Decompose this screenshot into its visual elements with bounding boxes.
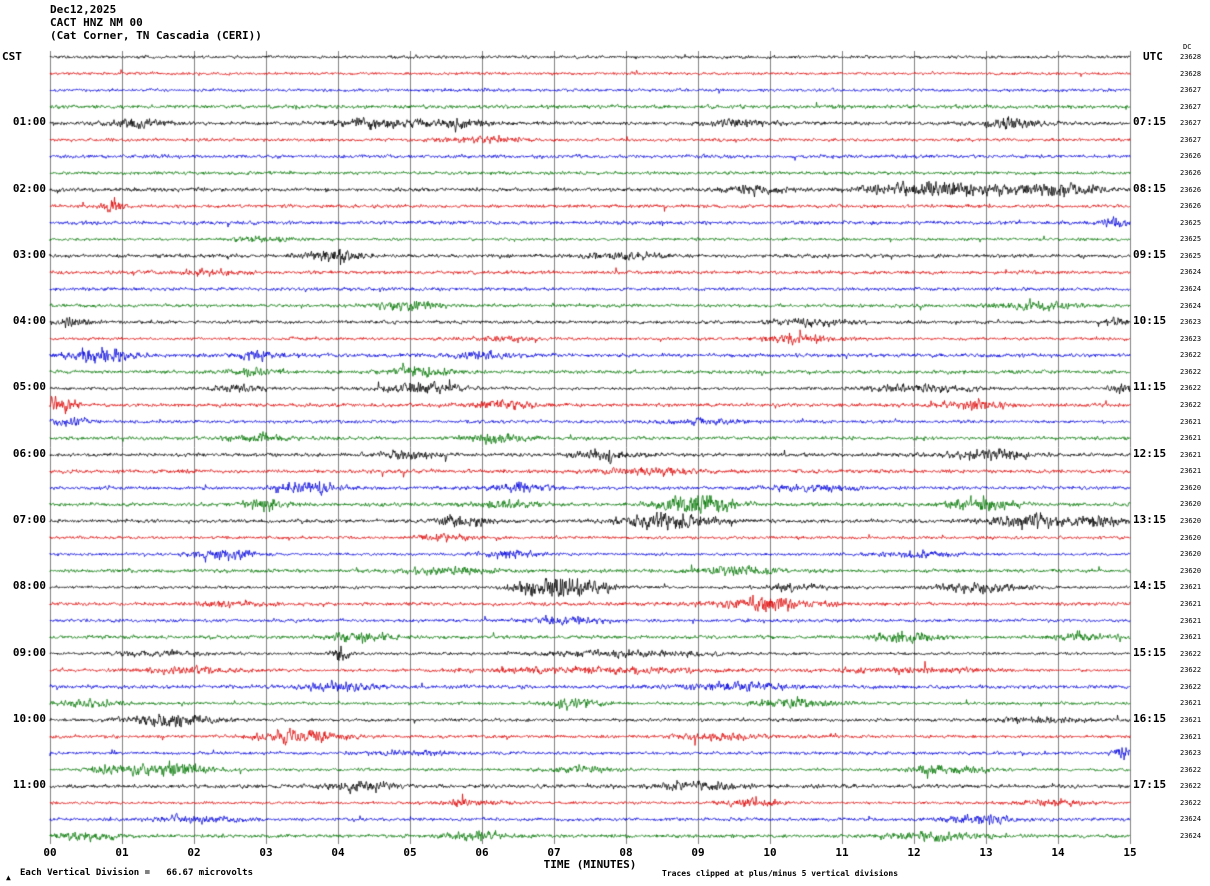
header-date: Dec12,2025 — [50, 3, 117, 16]
left-time-label: 04:00 — [12, 314, 46, 328]
dc-value: 23621 — [1180, 699, 1202, 708]
x-tick-label: 01 — [115, 846, 129, 859]
dc-value: 23626 — [1180, 169, 1202, 178]
x-tick-label: 10 — [763, 846, 777, 859]
dc-value: 23621 — [1180, 599, 1202, 608]
header-station: CACT HNZ NM 00 — [50, 16, 143, 29]
scale-note: Each Vertical Division = 66.67 microvolt… — [20, 868, 253, 878]
right-time-label: 14:15 — [1133, 579, 1167, 593]
left-time-label: 02:00 — [12, 181, 46, 195]
left-time-label: 11:00 — [12, 778, 46, 792]
left-time-label: 03:00 — [12, 247, 46, 261]
dc-value: 23621 — [1180, 583, 1202, 592]
x-axis-title: TIME (MINUTES) — [543, 858, 637, 871]
dc-value: 23627 — [1180, 86, 1202, 95]
dc-value: 23623 — [1180, 749, 1202, 758]
x-tick-label: 11 — [835, 846, 849, 859]
dc-value: 23620 — [1180, 517, 1202, 526]
x-tick-label: 00 — [43, 846, 57, 859]
dc-value: 23624 — [1180, 285, 1202, 294]
left-time-label: 05:00 — [12, 380, 46, 394]
dc-value: 23621 — [1180, 715, 1202, 724]
x-tick-label: 08 — [619, 846, 633, 859]
corner-mark: ▲ — [6, 873, 11, 882]
x-tick-label: 09 — [691, 846, 705, 859]
dc-value: 23628 — [1180, 69, 1202, 78]
dc-value: 23626 — [1180, 185, 1202, 194]
dc-value: 23623 — [1180, 334, 1202, 343]
dc-value: 23622 — [1180, 401, 1202, 410]
dc-value: 23621 — [1180, 616, 1202, 625]
left-time-label: 01:00 — [12, 115, 46, 129]
right-time-label: 13:15 — [1133, 513, 1167, 527]
x-tick-label: 02 — [187, 846, 201, 859]
dc-value: 23622 — [1180, 765, 1202, 774]
dc-value: 23622 — [1180, 798, 1202, 807]
dc-value: 23622 — [1180, 384, 1202, 393]
dc-value: 23627 — [1180, 119, 1202, 128]
dc-value: 23622 — [1180, 649, 1202, 658]
dc-value: 23622 — [1180, 782, 1202, 791]
right-time-label: 11:15 — [1133, 380, 1167, 394]
dc-value: 23625 — [1180, 218, 1202, 227]
dc-value: 23624 — [1180, 268, 1202, 277]
dc-value: 23628 — [1180, 53, 1202, 61]
right-time-label: 08:15 — [1133, 181, 1167, 195]
dc-value: 23620 — [1180, 500, 1202, 509]
dc-value: 23626 — [1180, 202, 1202, 211]
right-time-label: 10:15 — [1133, 314, 1167, 328]
right-time-label: 15:15 — [1133, 645, 1167, 659]
dc-value: 23623 — [1180, 318, 1202, 327]
right-time-label: 16:15 — [1133, 711, 1167, 725]
right-time-label: 17:15 — [1133, 778, 1167, 792]
dc-value: 23621 — [1180, 732, 1202, 741]
dc-value: 23620 — [1180, 533, 1202, 542]
right-axis-header: UTC — [1143, 50, 1163, 63]
x-tick-label: 05 — [403, 846, 417, 859]
left-time-label: 09:00 — [12, 645, 46, 659]
header-location: (Cat Corner, TN Cascadia (CERI)) — [50, 29, 262, 42]
right-time-label: 12:15 — [1133, 446, 1167, 460]
dc-value: 23627 — [1180, 102, 1202, 111]
dc-value: 23621 — [1180, 467, 1202, 476]
left-time-label: 10:00 — [12, 711, 46, 725]
dc-value: 23625 — [1180, 251, 1202, 260]
x-tick-label: 06 — [475, 846, 489, 859]
left-time-label: 07:00 — [12, 513, 46, 527]
x-tick-label: 03 — [259, 846, 273, 859]
dc-value: 23622 — [1180, 367, 1202, 376]
left-time-label: 08:00 — [12, 579, 46, 593]
left-axis-header: CST — [2, 50, 22, 63]
dc-value: 23621 — [1180, 450, 1202, 459]
dc-value: 23620 — [1180, 550, 1202, 559]
x-tick-label: 04 — [331, 846, 345, 859]
x-tick-label: 07 — [547, 846, 561, 859]
right-time-label: 09:15 — [1133, 247, 1167, 261]
dc-value: 23621 — [1180, 434, 1202, 443]
right-time-label: 07:15 — [1133, 115, 1167, 129]
dc-value: 23620 — [1180, 566, 1202, 575]
dc-value: 23622 — [1180, 682, 1202, 691]
dc-column-header: DC — [1183, 43, 1192, 51]
dc-value: 23624 — [1180, 831, 1202, 840]
dc-value: 23621 — [1180, 633, 1202, 642]
clip-note: Traces clipped at plus/minus 5 vertical … — [662, 869, 899, 878]
dc-value: 23626 — [1180, 152, 1202, 161]
x-tick-label: 12 — [907, 846, 921, 859]
dc-value: 23627 — [1180, 135, 1202, 144]
x-tick-label: 14 — [1051, 846, 1065, 859]
dc-value: 23624 — [1180, 815, 1202, 824]
dc-value: 23620 — [1180, 483, 1202, 492]
x-tick-label: 13 — [979, 846, 993, 859]
dc-value: 23621 — [1180, 417, 1202, 426]
dc-value: 23622 — [1180, 666, 1202, 675]
dc-value: 23622 — [1180, 351, 1202, 360]
left-time-label: 06:00 — [12, 446, 46, 460]
x-tick-label: 15 — [1123, 846, 1137, 859]
dc-value: 23625 — [1180, 235, 1202, 244]
dc-value: 23624 — [1180, 301, 1202, 310]
